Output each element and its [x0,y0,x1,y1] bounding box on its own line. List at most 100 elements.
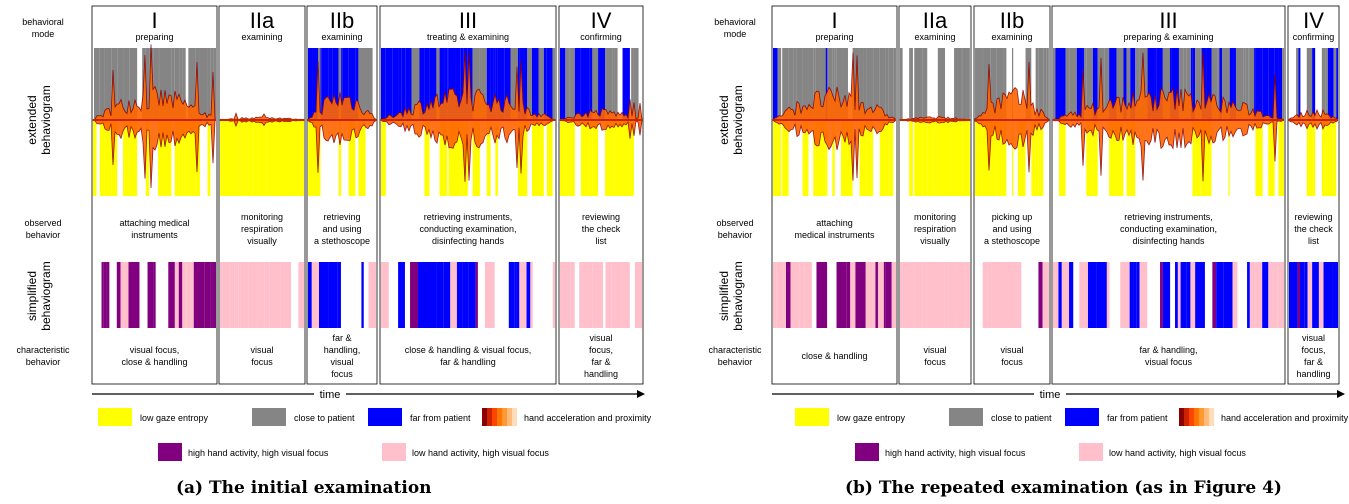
far-from-patient-bar [401,48,406,120]
phase-roman-numeral: IIb [330,8,354,33]
close-to-patient-bar [893,48,896,120]
characteristic-behavior-text: handling [1296,369,1330,379]
far-from-patient-bar [1255,48,1263,120]
far-from-patient-bar [1076,48,1083,120]
low-gaze-entropy-bar [1306,120,1313,196]
simplified-bar [552,262,555,328]
close-to-patient-bar [1249,48,1255,120]
close-to-patient-bar [1222,48,1229,120]
close-to-patient-bar [808,48,814,120]
low-gaze-entropy-bar [1278,120,1283,196]
far-from-patient-bar [622,48,630,120]
simplified-bar [1120,262,1130,328]
simplified-bar [418,262,428,328]
low-gaze-entropy-bar [962,120,970,196]
simplified-bar [174,262,179,328]
low-gaze-entropy-bar [546,120,553,196]
simplified-bar [101,262,104,328]
simplified-bar [301,262,304,328]
low-gaze-entropy-bar [1312,120,1316,196]
simplified-bar [1053,262,1056,328]
close-to-patient-bar [104,48,112,120]
far-from-patient-bar [574,48,581,120]
low-gaze-entropy-bar [188,120,196,196]
far-from-patient-bar [1092,48,1098,120]
characteristic-behavior-text: focus, [1301,345,1325,355]
far-from-patient-bar [825,48,828,120]
close-to-patient-bar [996,48,1004,120]
far-from-patient-bar [1262,48,1269,120]
observed-behavior-text: attaching [816,218,853,228]
observed-behavior-text: retrieving [323,212,360,222]
characteristic-behavior-text: focus [331,369,353,379]
observed-behavior-text: the check [582,224,621,234]
close-to-patient-bar [1211,48,1218,120]
row-label-behavioral-mode: behavioral [714,17,756,27]
low-gaze-entropy-bar [294,120,302,196]
legend-swatch-close [949,408,983,426]
close-to-patient-bar [479,48,487,120]
close-to-patient-bar [552,48,555,120]
legend-label-close: close to patient [294,413,355,423]
phase-roman-numeral: III [459,8,477,33]
low-gaze-entropy-bar [273,120,276,196]
close-to-patient-bar [888,48,894,120]
simplified-bar [1249,262,1256,328]
far-from-patient-bar [589,48,593,120]
simplified-bar [280,262,292,328]
simplified-bar [634,262,642,328]
simplified-bar [210,262,213,328]
observed-behavior-text: retrieving instruments, [1124,212,1213,222]
simplified-bar [1318,262,1324,328]
low-gaze-entropy-bar [782,120,789,196]
close-to-patient-bar [900,48,903,120]
far-from-patient-bar [581,48,590,120]
far-from-patient-bar [493,48,496,120]
row-label-simplified-behaviogram: simplified [717,271,731,321]
low-gaze-entropy-bar [592,120,599,196]
simplified-bar [1190,262,1196,328]
simplified-bar [1289,262,1298,328]
close-to-patient-bar [879,48,886,120]
row-label-simplified-behaviogram: behaviogram [731,261,745,330]
close-to-patient-bar [569,48,575,120]
simplified-bar [1277,262,1284,328]
low-gaze-entropy-bar [1192,120,1196,196]
low-gaze-entropy-bar [495,120,498,196]
characteristic-behavior-text: visual [923,345,946,355]
close-to-patient-bar [1321,48,1326,120]
far-from-patient-bar [1123,48,1127,120]
simplified-bar [957,262,966,328]
simplified-bar [850,262,856,328]
observed-behavior-text: a stethoscope [314,236,370,246]
close-to-patient-bar [1306,48,1313,120]
close-to-patient-bar [1296,48,1299,120]
simplified-bar [922,262,927,328]
close-to-patient-bar [1228,48,1230,120]
phase-mode-label: examining [241,32,282,42]
legend-swatch-hand [1209,408,1214,426]
observed-behavior-text: and using [992,224,1031,234]
close-to-patient-bar [841,48,848,120]
close-to-patient-bar [885,48,889,120]
close-to-patient-bar [129,48,138,120]
close-to-patient-bar [210,48,214,120]
far-from-patient-bar [490,48,494,120]
simplified-bar [1299,262,1305,328]
legend-label-high-hand: high hand activity, high visual focus [188,448,329,458]
low-gaze-entropy-bar [581,120,590,196]
far-from-patient-bar [455,48,461,120]
simplified-bar [883,262,886,328]
simplified-bar [519,262,527,328]
legend-swatch-low-gaze [795,408,829,426]
characteristic-behavior-text: visual [1302,333,1325,343]
phase-box [771,5,898,385]
low-gaze-entropy-bar [129,120,138,196]
low-gaze-entropy-bar [847,120,853,196]
legend-swatch-hand [1189,408,1194,426]
characteristic-behavior-text: visual [250,345,273,355]
time-label-bg [1034,387,1066,401]
low-gaze-entropy-bar [909,120,913,196]
